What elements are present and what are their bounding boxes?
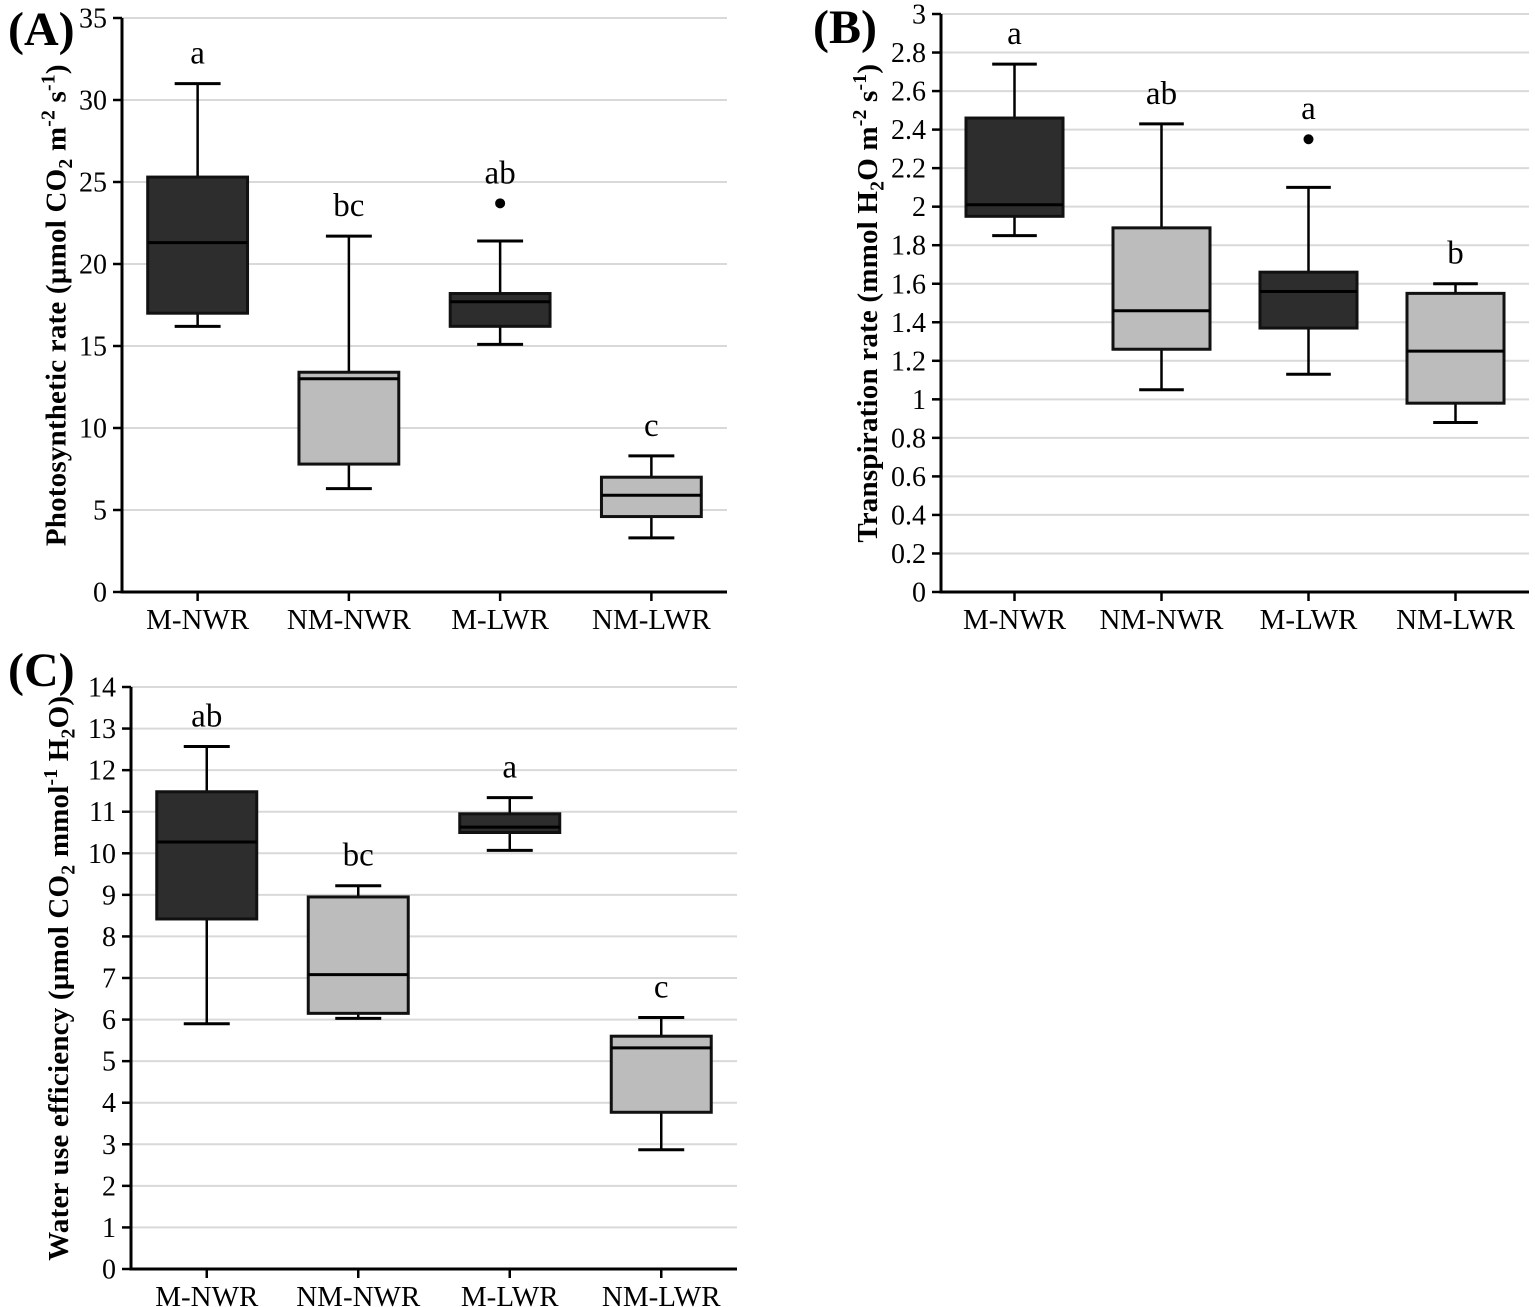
- y-tick-label: 30: [79, 86, 107, 117]
- y-tick-label: 2.6: [891, 77, 926, 108]
- significance-letter: bc: [343, 838, 374, 874]
- panel-a-letter: (A): [8, 3, 75, 56]
- y-tick-label: 1.2: [891, 346, 926, 377]
- panel-c-letter: (C): [8, 644, 75, 697]
- y-tick-label: 9: [102, 880, 116, 911]
- significance-letter: c: [654, 969, 669, 1005]
- category-label: M-NWR: [963, 604, 1067, 636]
- significance-letter: c: [644, 408, 659, 444]
- category-label: NM-NWR: [296, 1281, 421, 1307]
- category-label: NM-NWR: [1099, 604, 1224, 636]
- category-label: NM-LWR: [602, 1281, 721, 1307]
- outlier-dot: [495, 198, 506, 209]
- box-NM-LWR: [599, 475, 703, 519]
- panel-c-y-axis-label: Water use efficiency (µmol CO2 mmol-1 H2…: [39, 695, 80, 1261]
- y-tick-label: 2: [102, 1171, 116, 1202]
- category-label: NM-LWR: [1396, 604, 1515, 636]
- y-tick-label: 2.8: [891, 38, 926, 69]
- significance-letter: ab: [191, 698, 222, 734]
- y-tick-label: 12: [88, 756, 116, 787]
- category-label: NM-NWR: [287, 604, 412, 636]
- significance-letter: b: [1447, 236, 1464, 272]
- outlier-dot: [1303, 134, 1314, 145]
- y-tick-label: 1: [912, 385, 926, 416]
- significance-letter: a: [1301, 91, 1316, 127]
- box-M-LWR: [448, 292, 552, 328]
- y-tick-label: 13: [88, 714, 116, 745]
- y-tick-label: 0: [102, 1255, 116, 1286]
- y-tick-label: 7: [102, 964, 116, 995]
- y-tick-label: 6: [102, 1005, 116, 1036]
- box-NM-LWR: [1405, 291, 1506, 405]
- y-tick-label: 1.8: [891, 231, 926, 262]
- panel-c-plot: abM-NWRbcNM-NWRaM-LWRcNM-LWR012345678910…: [88, 673, 737, 1307]
- panel-a: (A) Photosynthetic rate (µmol CO2 m-2 s-…: [0, 0, 760, 648]
- y-tick-label: 0: [912, 578, 926, 609]
- y-tick-label: 35: [79, 4, 107, 35]
- panel-a-plot: a M-NWR bc NM-NWR ab M-LWR c NM-LWR 0 5 10 15 20 25 30…: [79, 4, 727, 636]
- y-tick-label: 3: [102, 1130, 116, 1161]
- category-label: M-LWR: [461, 1281, 559, 1307]
- panel-b-y-axis-label: Transpiration rate (mmol H2O m-2 s-1): [848, 63, 889, 543]
- panel-b: (B) Transpiration rate (mmol H2O m-2 s-1…: [775, 0, 1535, 648]
- significance-letter: bc: [333, 188, 364, 224]
- y-tick-label: 25: [79, 168, 107, 199]
- y-tick-label: 0.2: [891, 539, 926, 570]
- y-tick-label: 1: [102, 1213, 116, 1244]
- y-tick-label: 10: [88, 839, 116, 870]
- y-tick-label: 14: [88, 673, 116, 704]
- category-label: M-LWR: [1260, 604, 1358, 636]
- y-tick-label: 0.6: [891, 462, 926, 493]
- y-tick-label: 5: [93, 496, 107, 527]
- panel-b-letter: (B): [813, 1, 877, 54]
- y-tick-label: 5: [102, 1047, 116, 1078]
- significance-letter: ab: [1146, 76, 1177, 112]
- significance-letter: a: [502, 750, 517, 786]
- panel-c: (C) Water use efficiency (µmol CO2 mmol-…: [0, 645, 760, 1307]
- y-tick-label: 8: [102, 922, 116, 953]
- panel-a-y-axis-label: Photosynthetic rate (µmol CO2 m-2 s-1): [37, 64, 78, 546]
- box-M-NWR: [146, 175, 250, 315]
- y-tick-label: 1.4: [891, 308, 926, 339]
- y-tick-label: 11: [89, 797, 116, 828]
- category-label: NM-LWR: [592, 604, 711, 636]
- y-tick-label: 4: [102, 1088, 116, 1119]
- box-M-LWR: [1258, 270, 1359, 330]
- y-tick-label: 10: [79, 414, 107, 445]
- box-NM-NWR: [297, 370, 401, 466]
- y-tick-label: 15: [79, 332, 107, 363]
- category-label: M-NWR: [146, 604, 250, 636]
- panel-b-plot: a M-NWR ab NM-NWR a M-LWR b NM-LWR 0 0.2 0.4 0.6 0.8…: [891, 0, 1529, 636]
- box-M-NWR: [964, 116, 1065, 218]
- category-label: M-NWR: [155, 1281, 259, 1307]
- y-tick-label: 1.6: [891, 269, 926, 300]
- significance-letter: ab: [485, 155, 516, 191]
- y-tick-label: 3: [912, 0, 926, 31]
- box-NM-NWR: [306, 895, 410, 1015]
- box-NM-NWR: [1111, 226, 1212, 351]
- y-tick-label: 20: [79, 250, 107, 281]
- box-M-LWR: [458, 812, 562, 835]
- y-tick-label: 2: [912, 192, 926, 223]
- box-M-NWR: [155, 790, 259, 921]
- category-label: M-LWR: [451, 604, 549, 636]
- y-tick-label: 0.4: [891, 500, 926, 531]
- y-tick-label: 2.2: [891, 154, 926, 185]
- significance-letter: a: [190, 36, 205, 72]
- y-tick-label: 0: [93, 578, 107, 609]
- y-tick-label: 0.8: [891, 423, 926, 454]
- y-tick-label: 2.4: [891, 115, 926, 146]
- significance-letter: a: [1007, 16, 1022, 52]
